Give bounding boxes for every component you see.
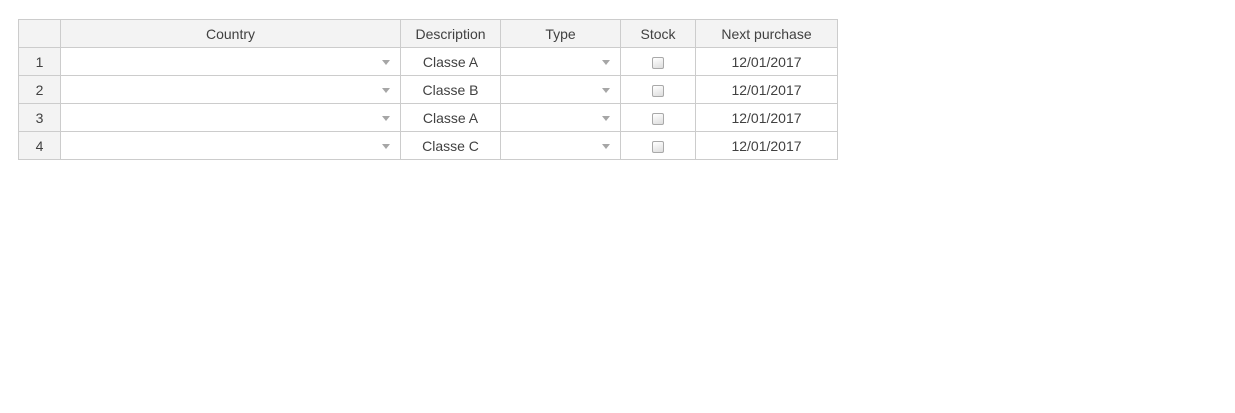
country-cell[interactable] xyxy=(60,103,401,132)
table-row: 3 Classe A 12/01/2017 xyxy=(18,103,838,132)
stock-cell[interactable] xyxy=(620,47,696,76)
table-row: 1 Classe A 12/01/2017 xyxy=(18,47,838,76)
type-cell[interactable] xyxy=(500,131,621,160)
row-header[interactable]: 2 xyxy=(18,75,61,104)
row-header[interactable]: 3 xyxy=(18,103,61,132)
type-cell[interactable] xyxy=(500,103,621,132)
type-cell[interactable] xyxy=(500,75,621,104)
table-row: 4 Classe C 12/01/2017 xyxy=(18,131,838,160)
dropdown-arrow-icon[interactable] xyxy=(602,143,610,149)
stock-cell[interactable] xyxy=(620,131,696,160)
stock-checkbox[interactable] xyxy=(652,140,664,153)
description-cell[interactable]: Classe B xyxy=(400,75,501,104)
header-row: Country Description Type Stock Next purc… xyxy=(18,19,838,48)
stock-checkbox[interactable] xyxy=(652,84,664,97)
dropdown-arrow-icon[interactable] xyxy=(382,59,390,65)
stock-cell[interactable] xyxy=(620,75,696,104)
column-header-next-purchase[interactable]: Next purchase xyxy=(695,19,838,48)
dropdown-arrow-icon[interactable] xyxy=(602,59,610,65)
data-grid: Country Description Type Stock Next purc… xyxy=(18,19,838,160)
row-header[interactable]: 1 xyxy=(18,47,61,76)
dropdown-arrow-icon[interactable] xyxy=(382,87,390,93)
column-header-country[interactable]: Country xyxy=(60,19,401,48)
stock-checkbox[interactable] xyxy=(652,112,664,125)
type-cell[interactable] xyxy=(500,47,621,76)
country-cell[interactable] xyxy=(60,47,401,76)
description-cell[interactable]: Classe C xyxy=(400,131,501,160)
column-header-stock[interactable]: Stock xyxy=(620,19,696,48)
stock-cell[interactable] xyxy=(620,103,696,132)
column-header-type[interactable]: Type xyxy=(500,19,621,48)
spreadsheet-table: Country Description Type Stock Next purc… xyxy=(18,19,838,160)
dropdown-arrow-icon[interactable] xyxy=(602,115,610,121)
corner-cell[interactable] xyxy=(18,19,61,48)
table-row: 2 Classe B 12/01/2017 xyxy=(18,75,838,104)
stock-checkbox[interactable] xyxy=(652,56,664,69)
row-header[interactable]: 4 xyxy=(18,131,61,160)
next-purchase-cell[interactable]: 12/01/2017 xyxy=(695,75,838,104)
dropdown-arrow-icon[interactable] xyxy=(602,87,610,93)
next-purchase-cell[interactable]: 12/01/2017 xyxy=(695,103,838,132)
country-cell[interactable] xyxy=(60,131,401,160)
next-purchase-cell[interactable]: 12/01/2017 xyxy=(695,131,838,160)
column-header-description[interactable]: Description xyxy=(400,19,501,48)
dropdown-arrow-icon[interactable] xyxy=(382,143,390,149)
next-purchase-cell[interactable]: 12/01/2017 xyxy=(695,47,838,76)
dropdown-arrow-icon[interactable] xyxy=(382,115,390,121)
country-cell[interactable] xyxy=(60,75,401,104)
description-cell[interactable]: Classe A xyxy=(400,103,501,132)
description-cell[interactable]: Classe A xyxy=(400,47,501,76)
